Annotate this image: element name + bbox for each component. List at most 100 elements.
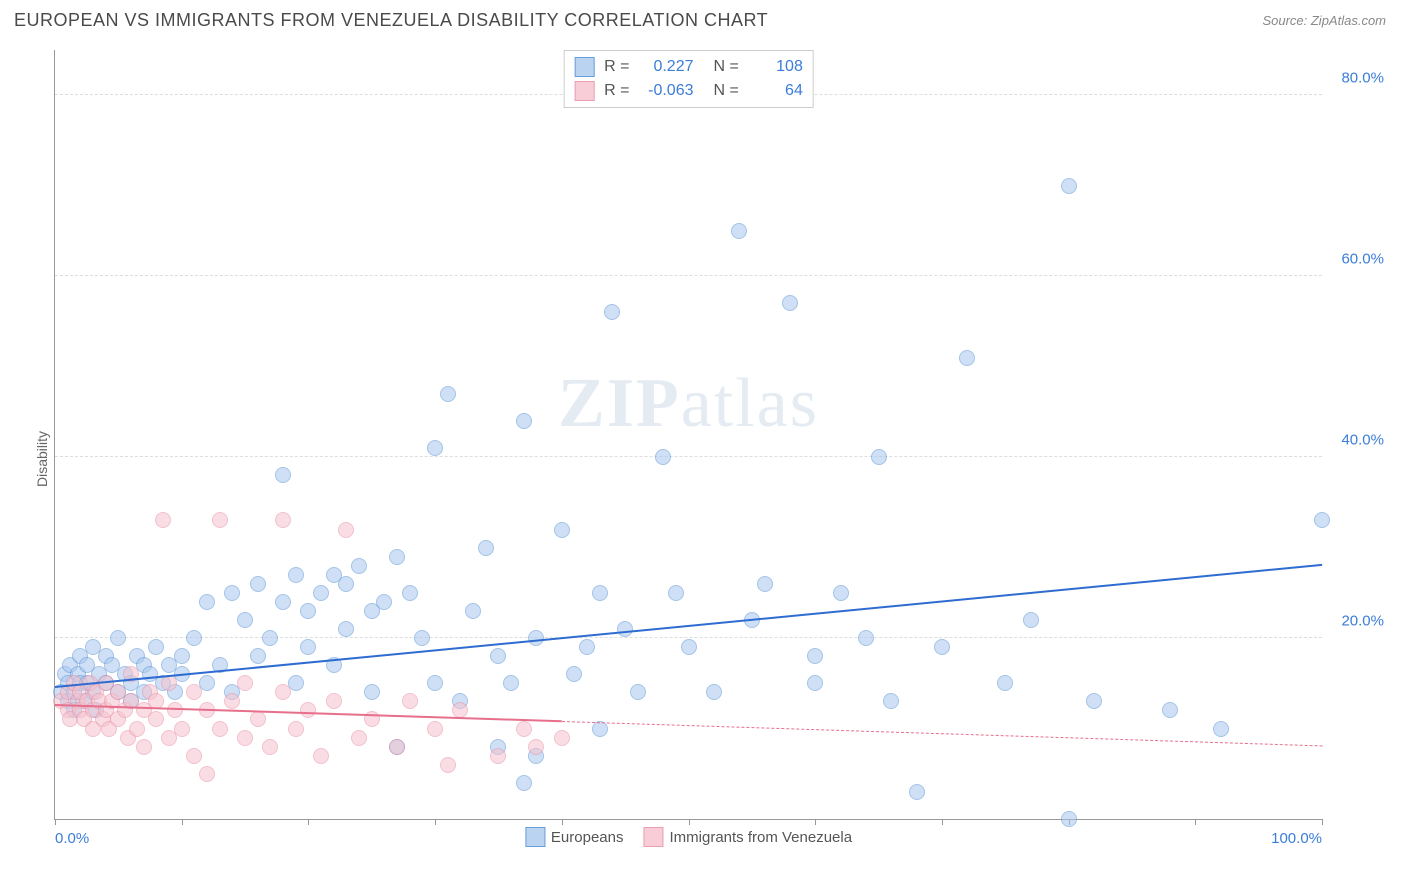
data-point (167, 702, 183, 718)
n-value: 108 (749, 58, 803, 76)
legend-swatch (574, 57, 594, 77)
legend-stats-row: R =-0.063N =64 (574, 79, 803, 103)
xtick (1322, 819, 1323, 825)
grid-line (55, 456, 1322, 457)
data-point (212, 512, 228, 528)
data-point (731, 223, 747, 239)
n-value: 64 (749, 82, 803, 100)
data-point (148, 711, 164, 727)
data-point (1086, 693, 1102, 709)
n-label: N = (714, 58, 739, 76)
data-point (617, 621, 633, 637)
data-point (782, 295, 798, 311)
grid-line (55, 275, 1322, 276)
data-point (313, 585, 329, 601)
data-point (883, 693, 899, 709)
data-point (807, 675, 823, 691)
legend-series-label: Immigrants from Venezuela (669, 829, 852, 846)
data-point (858, 630, 874, 646)
data-point (389, 739, 405, 755)
data-point (490, 648, 506, 664)
data-point (1162, 702, 1178, 718)
data-point (503, 675, 519, 691)
ytick-label: 40.0% (1341, 432, 1384, 449)
data-point (288, 721, 304, 737)
ytick-label: 60.0% (1341, 251, 1384, 268)
legend-stats-box: R =0.227N =108R =-0.063N =64 (563, 50, 814, 108)
data-point (554, 730, 570, 746)
chart-container: Disability ZIPatlas 20.0%40.0%60.0%80.0%… (14, 40, 1392, 878)
legend-stats-row: R = 0.227 N = 108 (574, 55, 803, 79)
data-point (934, 639, 950, 655)
data-point (706, 684, 722, 700)
data-point (155, 512, 171, 528)
data-point (427, 675, 443, 691)
data-point (490, 748, 506, 764)
data-point (681, 639, 697, 655)
data-point (174, 721, 190, 737)
source-label: Source: ZipAtlas.com (1262, 13, 1386, 28)
data-point (186, 684, 202, 700)
r-value: 0.227 (640, 58, 694, 76)
r-value: -0.063 (640, 82, 694, 100)
data-point (427, 440, 443, 456)
data-point (326, 693, 342, 709)
data-point (592, 585, 608, 601)
data-point (579, 639, 595, 655)
data-point (465, 603, 481, 619)
xtick-label: 0.0% (55, 830, 89, 847)
data-point (351, 558, 367, 574)
data-point (440, 757, 456, 773)
legend-series-item: Immigrants from Venezuela (643, 827, 852, 847)
plot-area: ZIPatlas 20.0%40.0%60.0%80.0%0.0%100.0%R… (54, 50, 1322, 820)
data-point (275, 684, 291, 700)
data-point (275, 512, 291, 528)
r-label: R = (604, 58, 629, 76)
data-point (275, 594, 291, 610)
data-point (909, 784, 925, 800)
data-point (250, 576, 266, 592)
xtick (55, 819, 56, 825)
data-point (338, 621, 354, 637)
data-point (300, 603, 316, 619)
chart-title: EUROPEAN VS IMMIGRANTS FROM VENEZUELA DI… (14, 10, 768, 31)
data-point (668, 585, 684, 601)
data-point (402, 585, 418, 601)
data-point (174, 648, 190, 664)
data-point (224, 585, 240, 601)
data-point (262, 739, 278, 755)
data-point (807, 648, 823, 664)
data-point (199, 766, 215, 782)
xtick-label: 100.0% (1271, 830, 1322, 847)
xtick (1195, 819, 1196, 825)
data-point (1023, 612, 1039, 628)
data-point (655, 449, 671, 465)
legend-swatch (525, 827, 545, 847)
data-point (148, 639, 164, 655)
legend-series-label: Europeans (551, 829, 624, 846)
data-point (554, 522, 570, 538)
data-point (478, 540, 494, 556)
data-point (186, 748, 202, 764)
data-point (199, 594, 215, 610)
r-label: R = (604, 82, 629, 100)
xtick (562, 819, 563, 825)
ytick-label: 20.0% (1341, 613, 1384, 630)
xtick (689, 819, 690, 825)
xtick (308, 819, 309, 825)
data-point (997, 675, 1013, 691)
data-point (604, 304, 620, 320)
data-point (389, 549, 405, 565)
data-point (516, 413, 532, 429)
watermark: ZIPatlas (558, 364, 819, 444)
data-point (1213, 721, 1229, 737)
data-point (110, 630, 126, 646)
data-point (288, 567, 304, 583)
data-point (300, 639, 316, 655)
ytick-label: 80.0% (1341, 70, 1384, 87)
y-axis-label: Disability (34, 431, 50, 487)
data-point (440, 386, 456, 402)
trend-line-extrapolated (562, 721, 1322, 746)
data-point (402, 693, 418, 709)
data-point (414, 630, 430, 646)
